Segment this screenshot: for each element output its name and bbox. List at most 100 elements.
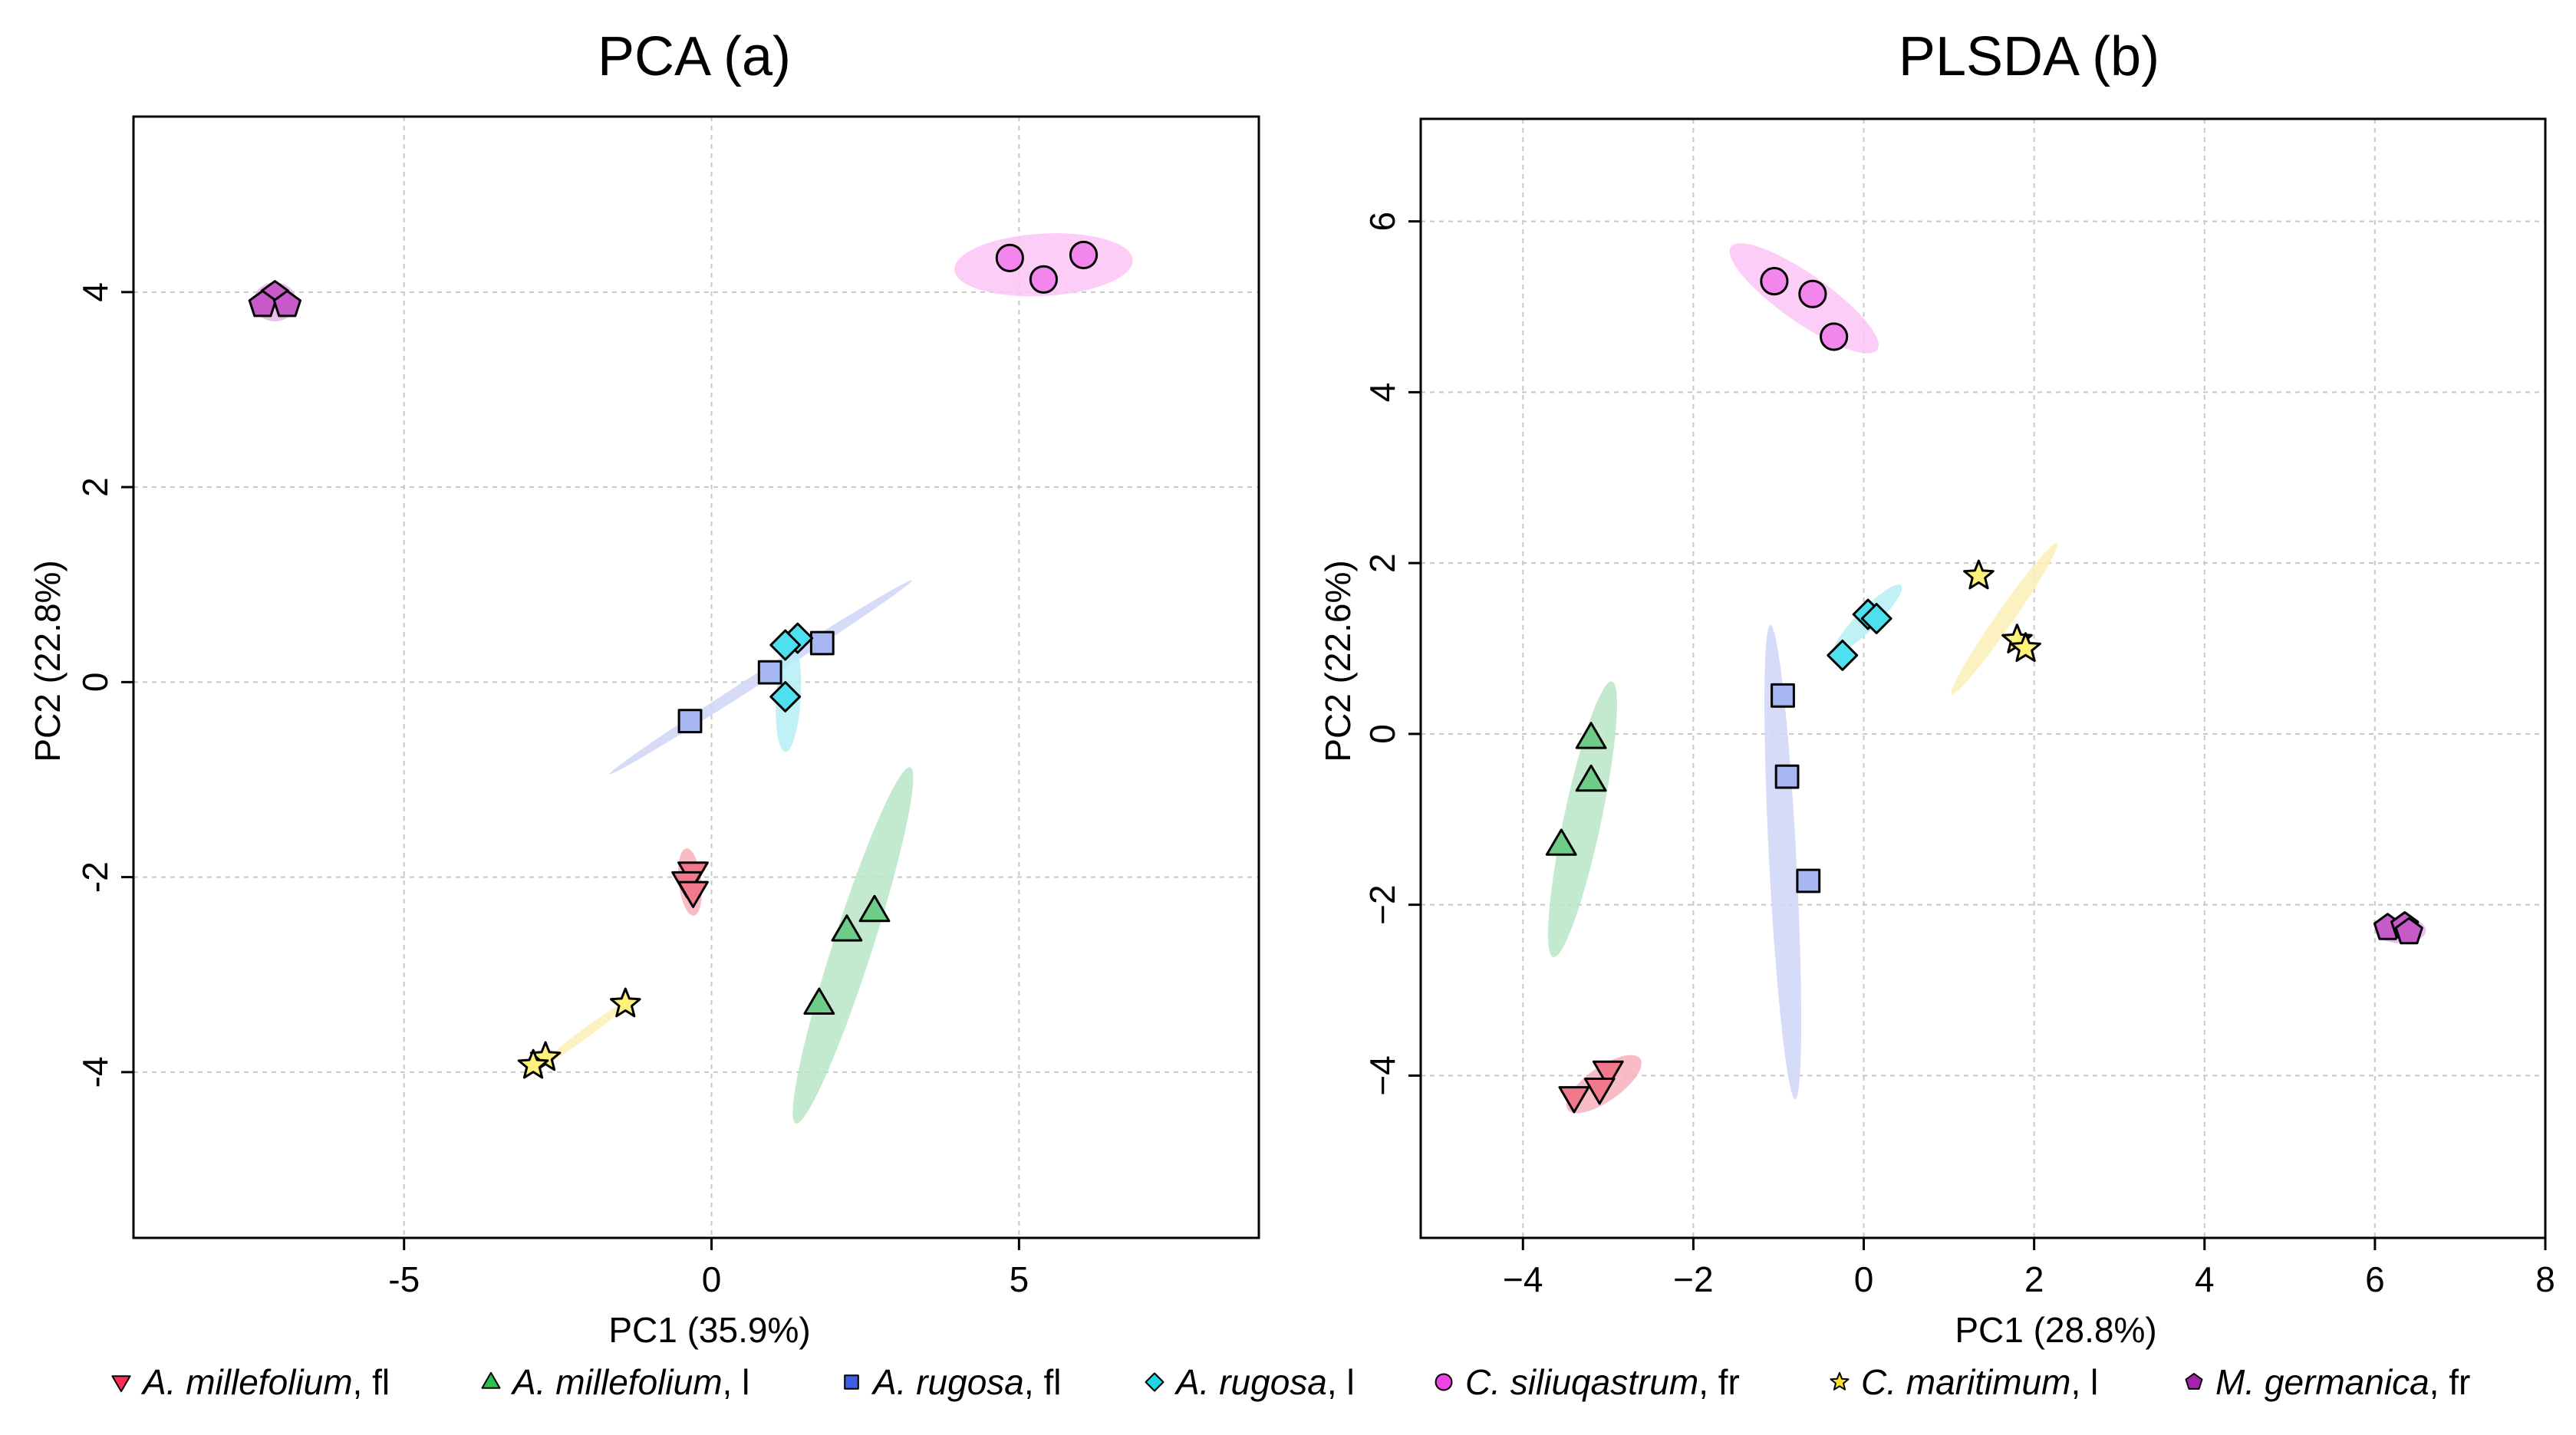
legend-species: A. millefolium xyxy=(510,1362,723,1402)
pca-y-tick-label: -2 xyxy=(75,861,115,893)
pca-point xyxy=(248,289,277,318)
plsda-y-tick-label: 4 xyxy=(1362,383,1402,403)
legend-label-2: A. millefolium, l xyxy=(510,1362,749,1402)
plsda-point xyxy=(1592,1060,1624,1088)
legend-label-3: A. rugosa, fl xyxy=(871,1362,1061,1402)
pca-points xyxy=(248,240,1099,1079)
legend-part: , l xyxy=(723,1362,750,1402)
legend-species: M. germanica xyxy=(2215,1362,2429,1402)
plsda-x-tick-label: 6 xyxy=(2365,1259,2385,1299)
legend-label-1: A. millefolium, fl xyxy=(140,1362,390,1402)
plsda-y-tick-label: 6 xyxy=(1362,212,1402,232)
pca-panel: PCA (a) -5 0 5 -4 -2 0 2 4 PC1 (35.9%) PC2 (22… xyxy=(28,26,1260,1350)
plsda-point xyxy=(1545,828,1577,856)
plsda-x-tick-label: 4 xyxy=(2195,1259,2215,1299)
pca-point xyxy=(677,709,703,734)
legend-species: C. siliuqastrum xyxy=(1465,1362,1698,1402)
legend-marker-7 xyxy=(2185,1373,2203,1390)
pca-point xyxy=(517,1048,549,1079)
plsda-x-tick-label: 2 xyxy=(2024,1259,2044,1299)
legend-part: , fl xyxy=(353,1362,390,1402)
plsda-point xyxy=(1963,559,1995,590)
legend-label-7: M. germanica, fr xyxy=(2215,1362,2470,1402)
plsda-x-tick-label: 8 xyxy=(2535,1259,2555,1299)
plsda-title: PLSDA (b) xyxy=(1899,26,2159,87)
plsda-x-tick-label: −2 xyxy=(1673,1259,1713,1299)
plsda-ellipse-group-2 xyxy=(1548,681,1617,958)
legend-marker-6 xyxy=(1830,1371,1850,1391)
plsda-ellipse-group-6 xyxy=(1951,542,2058,695)
plsda-y-tick-label: 2 xyxy=(1362,553,1402,573)
pca-y-label: PC2 (22.8%) xyxy=(28,560,68,762)
plsda-point xyxy=(1575,764,1607,792)
pca-point xyxy=(769,629,802,661)
plsda-y-tick-label: 0 xyxy=(1362,724,1402,744)
plsda-x-tick-label: 0 xyxy=(1854,1259,1874,1299)
pca-point xyxy=(1069,240,1099,270)
legend-species: A. rugosa xyxy=(871,1362,1024,1402)
pca-plot-frame xyxy=(132,115,1260,1239)
plsda-y-tick-label: −4 xyxy=(1362,1055,1402,1095)
pca-ellipse-group-2 xyxy=(792,767,914,1124)
plsda-y-tick-label: −2 xyxy=(1362,884,1402,924)
legend-label-4: A. rugosa, l xyxy=(1174,1362,1355,1402)
pca-point xyxy=(1029,265,1059,294)
plsda-panel: PLSDA (b) −4 −2 0 2 4 6 8 −4 −2 0 2 4 6 PC1 (28.8%)… xyxy=(1318,26,2555,1350)
legend-part: , l xyxy=(2070,1362,2098,1402)
pca-point xyxy=(995,243,1024,272)
plsda-point xyxy=(1827,640,1859,671)
pca-point xyxy=(858,894,891,923)
plsda-plot-frame xyxy=(1419,117,2547,1239)
plsda-ellipse-group-3 xyxy=(1764,624,1802,1100)
pca-ellipse-group-6 xyxy=(538,998,634,1068)
pca-point xyxy=(272,289,301,318)
plsda-point xyxy=(1575,722,1607,749)
pca-x-label: PC1 (35.9%) xyxy=(608,1310,810,1350)
pca-point xyxy=(831,914,863,942)
legend-label-6: C. maritimum, l xyxy=(1861,1362,2098,1402)
pca-point xyxy=(809,630,835,656)
plsda-ellipses xyxy=(1548,243,2426,1114)
pca-y-tick-label: 2 xyxy=(75,477,115,497)
plsda-point xyxy=(1820,322,1849,351)
legend-marker-4 xyxy=(1145,1372,1164,1392)
legend-species: C. maritimum xyxy=(1861,1362,2070,1402)
pca-point xyxy=(677,880,709,908)
plsda-point xyxy=(1771,683,1795,708)
plsda-point xyxy=(1760,267,1789,296)
pca-y-tick-label: 0 xyxy=(75,673,115,693)
legend: A. millefolium, fl A. millefolium, l A. ru… xyxy=(111,1362,2470,1402)
plsda-grid xyxy=(1421,119,2545,1238)
legend-part: , fr xyxy=(2429,1362,2471,1402)
plsda-x-tick-label: −4 xyxy=(1503,1259,1543,1299)
pca-y-ticks: -4 -2 0 2 4 xyxy=(75,282,133,1088)
plsda-point xyxy=(1774,764,1800,789)
legend-species: A. rugosa xyxy=(1174,1362,1327,1402)
legend-marker-1 xyxy=(111,1375,131,1393)
pca-y-tick-label: 4 xyxy=(75,282,115,302)
plsda-y-ticks: −4 −2 0 2 4 6 xyxy=(1362,212,1421,1096)
plsda-y-label: PC2 (22.6%) xyxy=(1318,560,1358,762)
legend-label-5: C. siliuqastrum, fr xyxy=(1465,1362,1740,1402)
pca-x-tick-label: 5 xyxy=(1010,1259,1029,1299)
plsda-point xyxy=(1558,1086,1590,1114)
plsda-points xyxy=(1545,267,2423,1114)
legend-part: , fr xyxy=(1698,1362,1740,1402)
plsda-x-ticks: −4 −2 0 2 4 6 8 xyxy=(1503,1238,2555,1299)
plsda-point xyxy=(1798,279,1827,308)
pca-x-ticks: -5 0 5 xyxy=(388,1238,1029,1299)
pca-point xyxy=(757,660,782,685)
legend-marker-5 xyxy=(1435,1373,1453,1391)
legend-part: , fl xyxy=(1024,1362,1062,1402)
legend-part: , l xyxy=(1327,1362,1355,1402)
plsda-point xyxy=(2010,632,2041,662)
plsda-point xyxy=(2394,917,2423,945)
plsda-point xyxy=(1860,603,1892,634)
pca-title: PCA (a) xyxy=(598,26,791,87)
legend-species: A. millefolium xyxy=(140,1362,353,1402)
pca-point xyxy=(769,681,802,713)
legend-marker-3 xyxy=(844,1374,859,1390)
plsda-x-label: PC1 (28.8%) xyxy=(1955,1310,2156,1350)
legend-marker-2 xyxy=(481,1371,501,1389)
